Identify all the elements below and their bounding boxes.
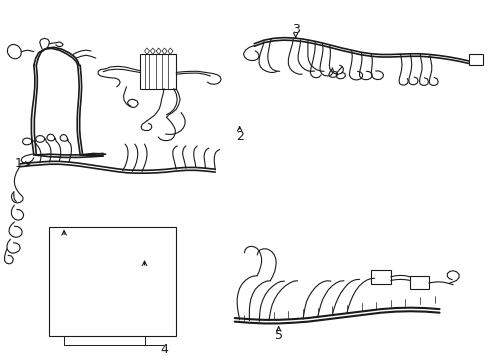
Bar — [140, 54, 176, 89]
Text: 2: 2 — [235, 130, 243, 143]
Bar — [370, 270, 390, 284]
Bar — [468, 54, 483, 65]
Bar — [409, 276, 428, 289]
Text: 1: 1 — [14, 157, 22, 170]
Text: 5: 5 — [274, 329, 282, 342]
Bar — [49, 226, 176, 336]
Text: 4: 4 — [160, 343, 168, 356]
Text: 3: 3 — [291, 23, 299, 36]
